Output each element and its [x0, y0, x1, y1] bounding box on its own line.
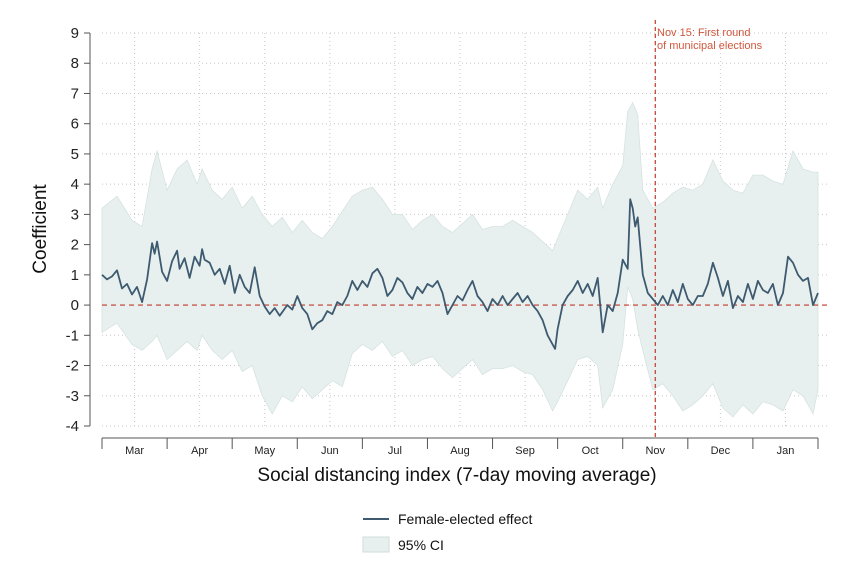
annotation-line1: Nov 15: First round: [657, 27, 751, 39]
y-tick-label: 1: [71, 267, 79, 284]
y-tick-label: 0: [71, 297, 79, 314]
x-tick-label: Apr: [191, 445, 208, 457]
x-tick-label: Dec: [711, 445, 731, 457]
y-tick-label: 9: [71, 25, 79, 42]
x-tick-label: Jun: [321, 445, 339, 457]
ci-band: [101, 101, 819, 418]
y-tick-label: -2: [66, 358, 79, 375]
x-axis-title: Social distancing index (7-day moving av…: [257, 465, 656, 486]
effect-line: [101, 198, 819, 350]
x-tick-label: Aug: [450, 445, 470, 457]
x-tick-label: Sep: [515, 445, 535, 457]
y-tick-label: -1: [66, 327, 79, 344]
y-tick-label: 2: [71, 237, 79, 254]
y-tick-label: 6: [71, 116, 79, 133]
x-tick-label: May: [254, 445, 275, 457]
x-tick-label: Mar: [125, 445, 144, 457]
y-axis-title: Coefficient: [30, 184, 51, 274]
y-tick-label: -4: [66, 418, 79, 435]
annotation-line2: of municipal elections: [657, 40, 763, 52]
legend-label-ci: 95% CI: [398, 537, 444, 553]
x-tick-label: Nov: [645, 445, 665, 457]
x-tick-label: Jan: [777, 445, 795, 457]
legend-label-effect: Female-elected effect: [398, 511, 532, 527]
y-tick-label: 7: [71, 85, 79, 102]
y-tick-label: 3: [71, 206, 79, 223]
y-tick-label: 8: [71, 55, 79, 72]
y-tick-label: -3: [66, 388, 79, 405]
x-tick-label: Jul: [388, 445, 402, 457]
y-tick-label: 5: [71, 146, 79, 163]
legend: Female-elected effect 95% CI: [362, 511, 532, 553]
legend-swatch-band: [362, 536, 390, 553]
x-tick-label: Oct: [582, 445, 599, 457]
y-tick-label: 4: [71, 176, 79, 193]
